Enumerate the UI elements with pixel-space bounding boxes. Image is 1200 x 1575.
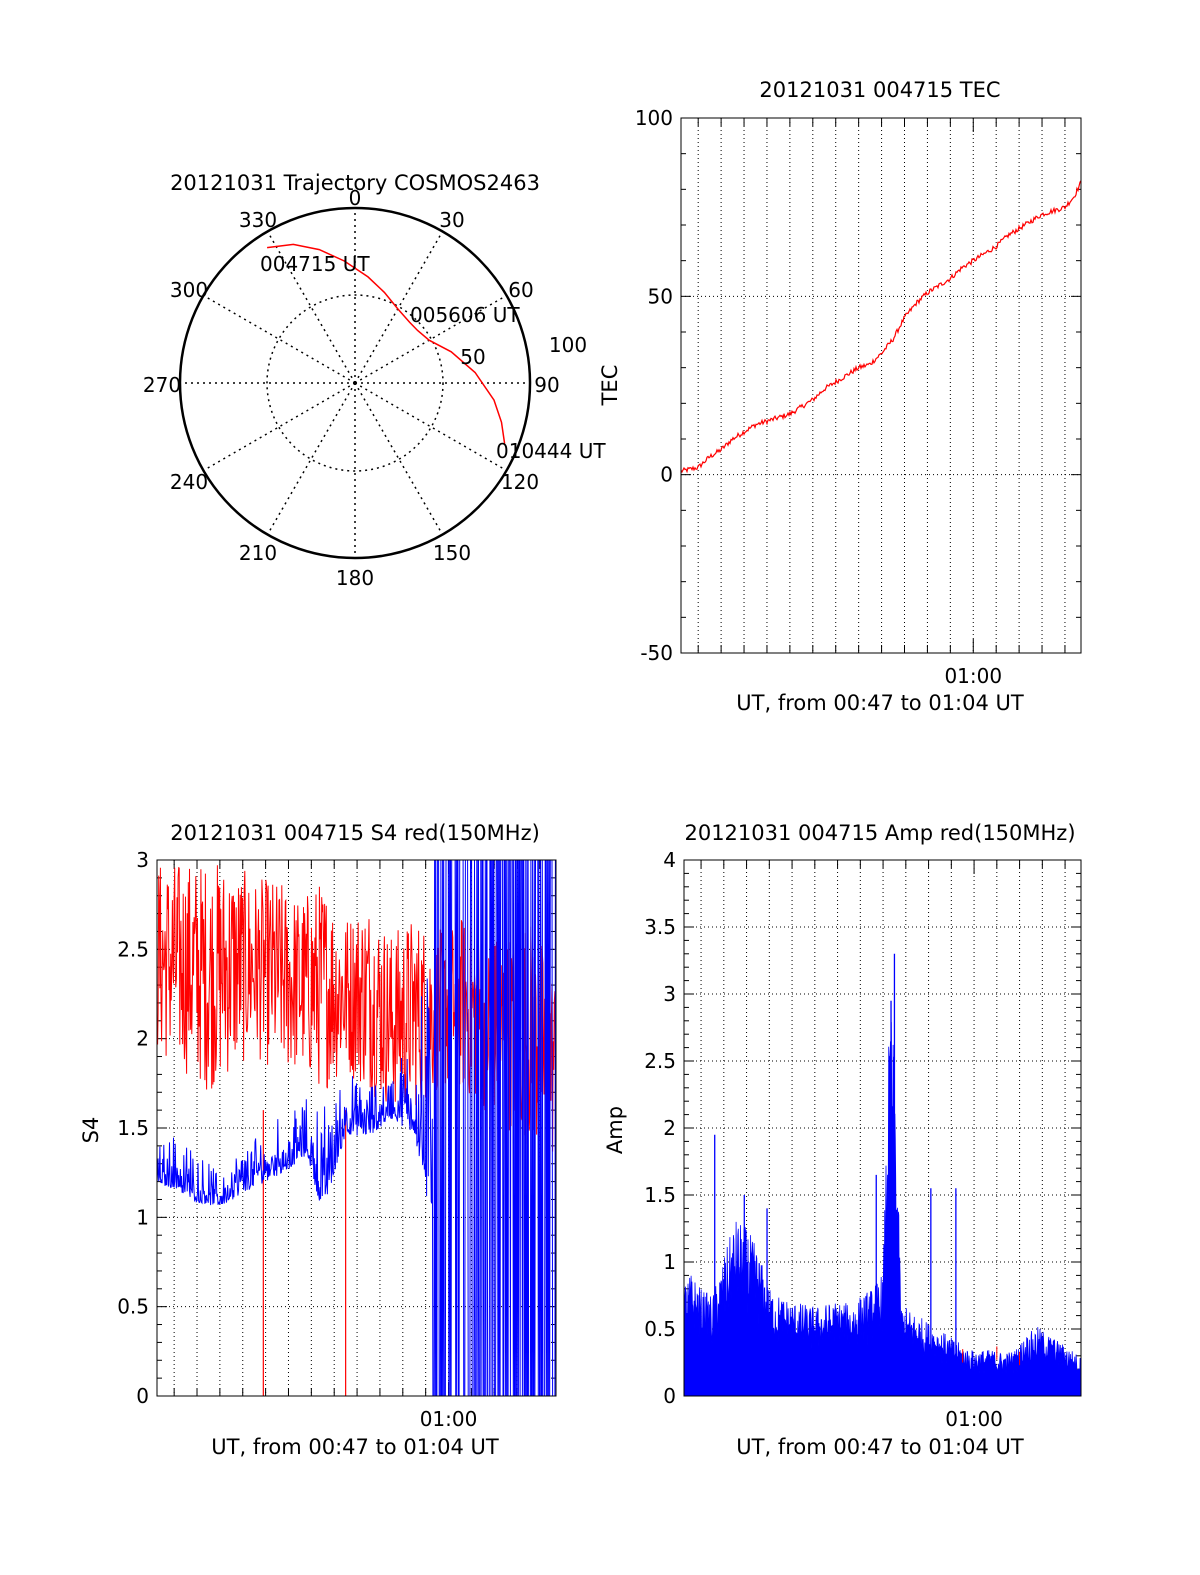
polar-azimuth-label: 120 — [501, 470, 539, 494]
polar-time-annotation: 005606 UT — [410, 303, 520, 327]
s4-blue-series — [156, 859, 557, 1397]
polar-azimuth-label: 180 — [336, 566, 374, 590]
plot-frame — [683, 859, 1082, 1397]
tec-xlabel: UT, from 00:47 to 01:04 UT — [736, 691, 1024, 715]
y-tick-label: 0 — [660, 463, 673, 487]
polar-azimuth-label: 0 — [349, 186, 362, 210]
x-tick-label: 01:00 — [945, 1407, 1003, 1431]
polar-radial-label: 100 — [549, 333, 587, 357]
s4-title: 20121031 004715 S4 red(150MHz) — [170, 821, 540, 845]
s4-ylabel: S4 — [79, 1117, 103, 1144]
y-tick-label: 2.5 — [117, 937, 149, 961]
x-tick-label: 01:00 — [944, 664, 1002, 688]
polar-radial-label: 50 — [460, 345, 485, 369]
polar-azimuth-label: 270 — [143, 373, 181, 397]
y-tick-label: -50 — [640, 641, 673, 665]
y-tick-label: 100 — [635, 106, 673, 130]
amp-xlabel: UT, from 00:47 to 01:04 UT — [736, 1435, 1024, 1459]
y-tick-label: 1.5 — [644, 1183, 676, 1207]
polar-title: 20121031 Trajectory COSMOS2463 — [170, 171, 540, 195]
tec-series-line — [680, 180, 1082, 474]
polar-trajectory-line — [267, 243, 506, 444]
amp-title: 20121031 004715 Amp red(150MHz) — [684, 821, 1075, 845]
y-tick-label: 1.5 — [117, 1116, 149, 1140]
y-tick-label: 3 — [663, 982, 676, 1006]
polar-azimuth-label: 210 — [239, 541, 277, 565]
y-tick-label: 0 — [663, 1384, 676, 1408]
polar-azimuth-label: 300 — [170, 278, 208, 302]
polar-spoke — [203, 294, 356, 384]
y-tick-label: 2.5 — [644, 1049, 676, 1073]
y-tick-label: 50 — [648, 284, 673, 308]
tec-panel: 20121031 004715 TEC UT, from 00:47 to 01… — [598, 78, 1082, 715]
polar-azimuth-label: 30 — [439, 208, 464, 232]
plot-frame — [156, 859, 557, 1397]
polar-spoke — [266, 231, 356, 384]
polar-spoke — [354, 382, 444, 535]
polar-spoke — [354, 231, 444, 384]
tec-title: 20121031 004715 TEC — [759, 78, 1000, 102]
polar-ring-50 — [266, 294, 444, 472]
polar-spoke — [354, 382, 507, 472]
polar-spoke — [203, 382, 356, 472]
amp-ylabel: Amp — [603, 1106, 627, 1154]
polar-spoke — [354, 294, 507, 384]
s4-panel: 20121031 004715 S4 red(150MHz) UT, from … — [79, 821, 557, 1459]
polar-azimuth-label: 240 — [170, 470, 208, 494]
y-tick-label: 2 — [136, 1027, 149, 1051]
polar-spoke — [266, 382, 356, 535]
polar-azimuth-label: 150 — [433, 541, 471, 565]
x-tick-label: 01:00 — [420, 1407, 478, 1431]
polar-time-annotation: 004715 UT — [260, 252, 370, 276]
y-tick-label: 2 — [663, 1116, 676, 1140]
polar-time-annotation: 010444 UT — [496, 439, 606, 463]
y-tick-label: 0.5 — [644, 1317, 676, 1341]
polar-trajectory-panel: 20121031 Trajectory COSMOS2463 0 30 60 90 12… — [143, 171, 606, 590]
y-tick-label: 3 — [136, 848, 149, 872]
amp-panel: 20121031 004715 Amp red(150MHz) UT, from… — [603, 821, 1082, 1459]
y-tick-label: 0 — [136, 1384, 149, 1408]
y-tick-label: 1 — [136, 1205, 149, 1229]
s4-xlabel: UT, from 00:47 to 01:04 UT — [211, 1435, 499, 1459]
y-tick-label: 0.5 — [117, 1295, 149, 1319]
polar-azimuth-label: 330 — [239, 208, 277, 232]
y-tick-label: 1 — [663, 1250, 676, 1274]
plot-frame — [680, 117, 1082, 654]
tec-ylabel: TEC — [598, 365, 622, 407]
polar-azimuth-label: 90 — [534, 373, 559, 397]
y-tick-label: 4 — [663, 848, 676, 872]
y-tick-label: 3.5 — [644, 915, 676, 939]
amp-series-area — [683, 1022, 1082, 1397]
polar-azimuth-label: 60 — [508, 278, 533, 302]
